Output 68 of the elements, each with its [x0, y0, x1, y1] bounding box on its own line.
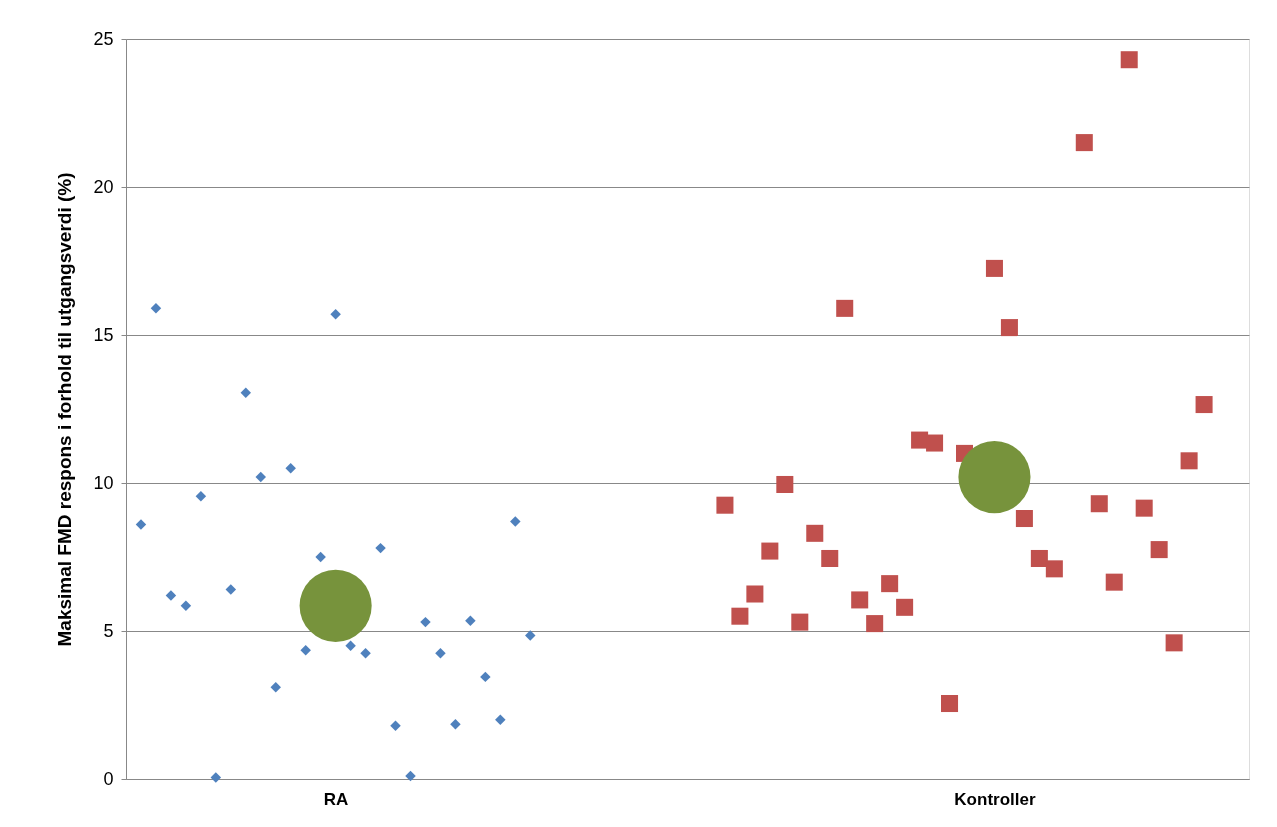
point: [1030, 549, 1048, 567]
point: [240, 387, 252, 398]
point: [150, 303, 162, 314]
y-tick-label: 10: [93, 472, 114, 493]
point: [821, 549, 839, 567]
point: [1105, 573, 1123, 591]
point: [731, 607, 749, 625]
point: [195, 491, 207, 502]
point: [299, 569, 372, 642]
point: [375, 542, 386, 554]
point: [330, 309, 341, 320]
y-tick-label: 25: [93, 28, 114, 49]
y-tick-label: 0: [103, 768, 114, 789]
point: [1090, 495, 1108, 513]
point: [225, 584, 237, 595]
point: [881, 575, 899, 593]
point: [866, 615, 884, 633]
point: [1150, 541, 1168, 559]
point: [716, 496, 734, 514]
point: [270, 682, 281, 693]
point: [450, 719, 461, 730]
y-tick-label: 15: [93, 324, 114, 345]
point: [465, 615, 476, 626]
y-tick-label: 5: [103, 620, 114, 641]
point: [315, 551, 326, 563]
point: [851, 591, 869, 609]
point: [1015, 510, 1033, 528]
point: [791, 613, 809, 631]
x-tick-label: Kontroller: [954, 789, 1036, 809]
x-tick-label: RA: [323, 789, 349, 809]
point: [255, 471, 266, 483]
point: [1135, 499, 1153, 517]
y-axis-title: Maksimal FMD respons i forhold til utgangsverdi (%): [54, 172, 76, 647]
point: [360, 647, 371, 659]
point: [746, 585, 764, 603]
point: [806, 524, 824, 542]
point: [390, 720, 401, 731]
point: [495, 714, 506, 726]
point: [165, 590, 177, 601]
point: [1180, 452, 1198, 470]
point: [941, 695, 959, 713]
point: [1165, 634, 1183, 652]
point: [1120, 51, 1138, 69]
point: [135, 519, 147, 530]
point: [836, 299, 854, 317]
point: [435, 647, 446, 659]
point: [1045, 560, 1063, 578]
point: [405, 770, 416, 782]
point: [1000, 319, 1018, 337]
point: [510, 516, 521, 527]
point: [1195, 396, 1213, 414]
point: [345, 640, 356, 652]
y-tick-label: 20: [93, 176, 114, 197]
point: [525, 630, 536, 641]
point: [896, 598, 914, 616]
point: [300, 645, 311, 656]
point: [480, 671, 491, 683]
point: [210, 772, 222, 783]
point: [1075, 134, 1093, 152]
point: [285, 462, 296, 474]
point: [761, 542, 779, 560]
point: [911, 431, 929, 449]
point: [776, 475, 794, 493]
point: [958, 441, 1031, 514]
point: [180, 600, 192, 612]
point: [985, 259, 1003, 277]
point: [420, 616, 431, 628]
point: [926, 434, 944, 452]
